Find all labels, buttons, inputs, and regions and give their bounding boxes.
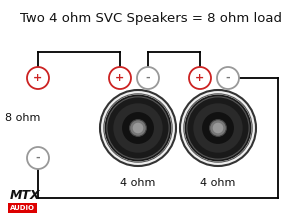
Circle shape	[210, 120, 226, 136]
Circle shape	[27, 67, 49, 89]
Circle shape	[217, 67, 239, 89]
Text: Two 4 ohm SVC Speakers = 8 ohm load: Two 4 ohm SVC Speakers = 8 ohm load	[20, 12, 282, 25]
Text: +: +	[195, 73, 205, 83]
Text: +: +	[34, 73, 43, 83]
Text: 4 ohm: 4 ohm	[200, 178, 236, 188]
Circle shape	[113, 103, 163, 153]
Text: AUDIO: AUDIO	[10, 205, 35, 211]
Circle shape	[185, 95, 252, 161]
Circle shape	[133, 123, 143, 133]
Text: +: +	[115, 73, 125, 83]
Text: 8 ohm: 8 ohm	[5, 113, 40, 123]
Text: -: -	[36, 153, 40, 163]
Circle shape	[202, 112, 234, 144]
Text: MTX: MTX	[10, 189, 41, 202]
Circle shape	[193, 103, 243, 153]
Circle shape	[100, 90, 176, 166]
Circle shape	[180, 90, 256, 166]
Circle shape	[130, 120, 146, 136]
Text: -: -	[146, 73, 150, 83]
Circle shape	[213, 123, 223, 133]
Circle shape	[109, 67, 131, 89]
Circle shape	[122, 112, 154, 144]
Circle shape	[27, 147, 49, 169]
Text: 4 ohm: 4 ohm	[120, 178, 156, 188]
Text: -: -	[226, 73, 230, 83]
Circle shape	[189, 67, 211, 89]
Circle shape	[104, 95, 172, 161]
Circle shape	[137, 67, 159, 89]
